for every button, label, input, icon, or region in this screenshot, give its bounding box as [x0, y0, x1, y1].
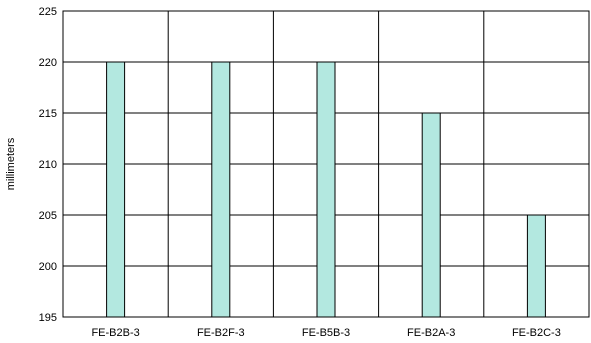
y-tick-labels: 195 200 205 210 215 220 225 — [39, 6, 57, 324]
bar-fe-b2a-3 — [421, 112, 441, 318]
y-tick-label: 205 — [39, 210, 57, 222]
bar-fe-b2b-3 — [106, 61, 126, 318]
bar-fe-b2c-3 — [526, 214, 546, 318]
x-tick-label: FE-B2F-3 — [197, 327, 245, 339]
y-tick-label: 200 — [39, 261, 57, 273]
x-tick-label: FE-B2A-3 — [407, 327, 455, 339]
y-tick-label: 210 — [39, 159, 57, 171]
y-axis-title: millimeters — [5, 137, 17, 190]
x-tick-label: FE-B2C-3 — [512, 327, 561, 339]
bars-group — [106, 61, 546, 318]
y-tick-label: 195 — [39, 312, 57, 324]
plot-area-border — [62, 10, 590, 318]
x-tick-labels: FE-B2B-3 FE-B2F-3 FE-B5B-3 FE-B2A-3 FE-B2C-3 — [91, 327, 560, 339]
x-tick-label: FE-B2B-3 — [91, 327, 139, 339]
y-tick-label: 225 — [39, 6, 57, 18]
bar-fe-b5b-3 — [316, 61, 336, 318]
y-tick-label: 220 — [39, 57, 57, 69]
bar-fe-b2f-3 — [211, 61, 231, 318]
y-tick-label: 215 — [39, 108, 57, 120]
x-tick-label: FE-B5B-3 — [302, 327, 350, 339]
